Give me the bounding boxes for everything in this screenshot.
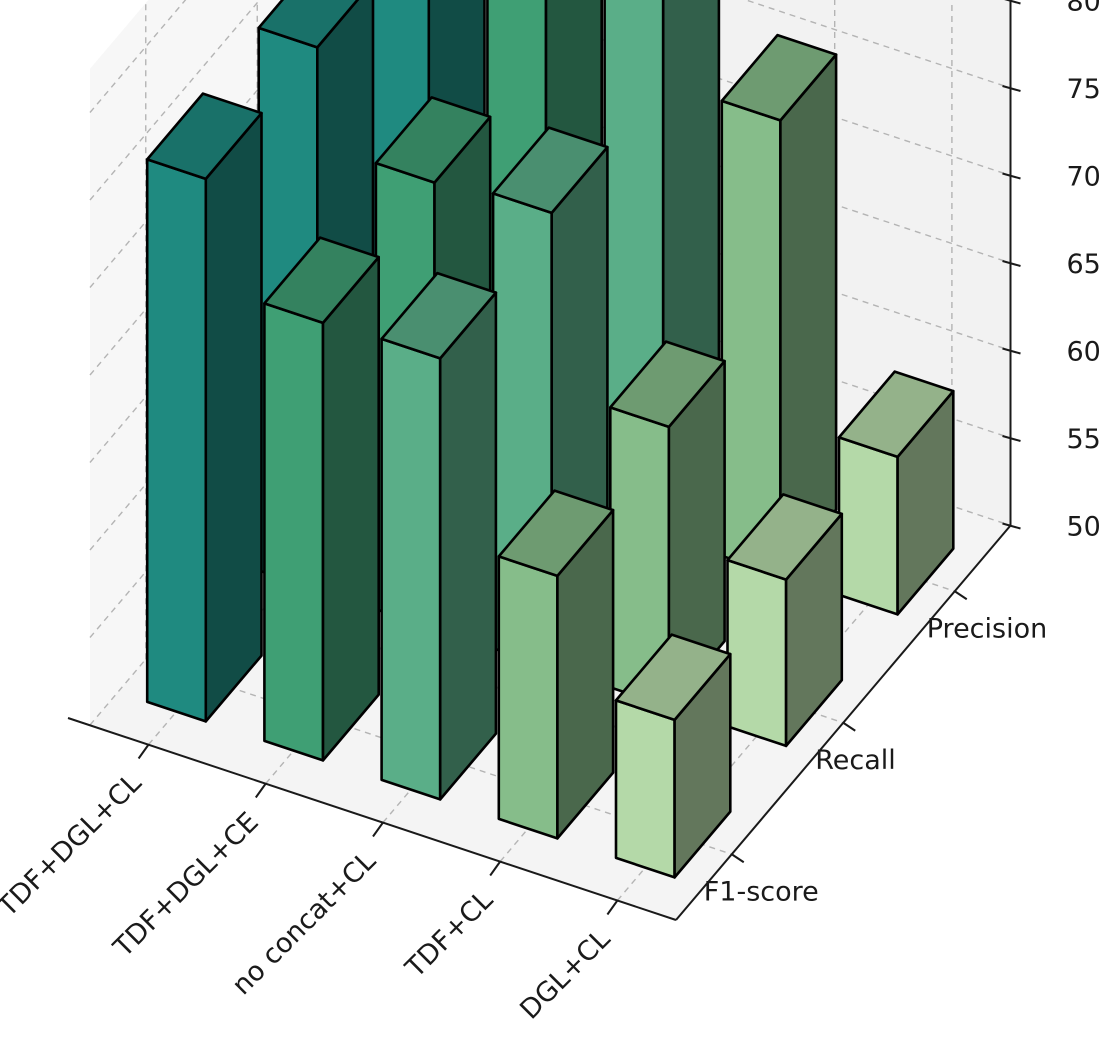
bar-front-face	[497, 555, 559, 840]
y-axis-ticks: F1-score Recall Precision	[704, 590, 1047, 907]
bar-top-face	[726, 493, 844, 581]
bar	[614, 633, 732, 879]
bar-front-face	[614, 699, 676, 879]
bar	[145, 92, 263, 723]
x-tick-label: DGL+CL	[514, 924, 616, 1026]
bar-top-face	[491, 126, 609, 215]
x-axis-line	[67, 717, 677, 921]
bar-side-face	[321, 255, 381, 762]
bar-top-face	[145, 92, 263, 181]
z-tick-label: 70	[1067, 162, 1099, 193]
bars	[145, 0, 955, 879]
z-tick-mark	[1002, 522, 1021, 530]
z-tick-mark	[1004, 0, 1021, 5]
z-tick-label: 60	[1067, 337, 1099, 368]
bar-top-face	[608, 340, 726, 429]
z-tick-label: 65	[1067, 249, 1099, 280]
z-tick-mark	[1002, 435, 1021, 442]
bar-side-face	[204, 111, 263, 723]
bar	[837, 370, 955, 616]
z-tick-mark	[1002, 85, 1021, 92]
y-tick-mark	[842, 721, 856, 732]
x-tick-label: TDF+CL	[399, 885, 499, 985]
bar-top-face	[720, 33, 838, 122]
bar	[380, 271, 498, 801]
bar-side-face	[438, 291, 498, 801]
y-tick-mark	[954, 590, 968, 601]
bar-front-face	[263, 302, 325, 762]
bar-top-face	[497, 489, 615, 578]
z-tick-label: 50	[1067, 512, 1099, 543]
z-tick-label: 55	[1067, 424, 1099, 455]
bar-front-face	[145, 158, 208, 723]
bar-top-face	[263, 236, 381, 325]
bar	[720, 33, 838, 577]
x-tick-mark	[489, 860, 502, 877]
bar	[497, 489, 615, 840]
bar-top-face	[837, 370, 955, 459]
bar-top-face	[614, 633, 732, 722]
y-tick-label: Recall	[815, 745, 896, 776]
x-tick-mark	[137, 743, 150, 760]
z-grid-line	[89, 0, 1011, 288]
z-tick-mark	[1002, 172, 1021, 180]
bar-front-face	[837, 436, 899, 616]
x-tick-mark	[606, 899, 619, 916]
z-tick-label: 80	[1067, 0, 1099, 18]
x-tick-label: TDF+DGL+CL	[0, 768, 148, 924]
z-axis-ticks: 5055606570758085	[1002, 0, 1099, 543]
bar	[726, 493, 844, 748]
y-tick-label: F1-score	[704, 876, 819, 907]
x-tick-mark	[372, 821, 384, 838]
bar-front-face	[720, 99, 782, 577]
x-tick-mark	[254, 782, 267, 799]
bar	[263, 236, 381, 762]
y-tick-mark	[731, 853, 745, 864]
bar-top-face	[380, 271, 498, 360]
z-tick-label: 75	[1067, 74, 1099, 105]
x-tick-label: no concat+CL	[226, 846, 382, 1002]
bar-front-face	[380, 337, 442, 801]
bar-top-face	[374, 96, 492, 184]
z-tick-mark	[1002, 347, 1021, 355]
bar-top-face	[257, 0, 360, 49]
bar-front-face	[726, 558, 788, 748]
x-tick-label: TDF+DGL+CE	[107, 807, 264, 964]
z-tick-mark	[1002, 260, 1021, 267]
y-tick-label: Precision	[927, 613, 1047, 644]
